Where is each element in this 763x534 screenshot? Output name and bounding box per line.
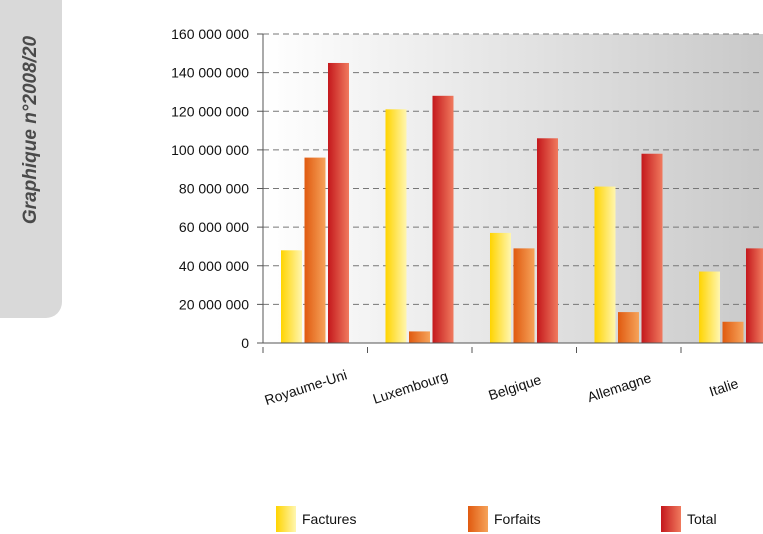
chart-number-tab: Graphique n°2008/20 (0, 0, 62, 318)
y-tick-label: 140 000 000 (171, 65, 249, 81)
legend-swatch-total (661, 506, 681, 532)
legend-item-forfaits: Forfaits (468, 504, 541, 534)
bar-forfaits-1 (409, 331, 430, 343)
legend-label-total: Total (687, 511, 717, 527)
bar-total-1 (432, 95, 454, 343)
bar-forfaits-3 (618, 312, 639, 343)
y-tick-label: 40 000 000 (179, 258, 249, 274)
x-tick-label: Italie (707, 375, 740, 399)
y-tick-label: 60 000 000 (179, 219, 249, 235)
bar-factures-0 (281, 250, 302, 343)
y-tick-label: 120 000 000 (171, 103, 249, 119)
x-tick-label: Royaume-Uni (263, 366, 349, 408)
bar-total-4 (746, 248, 763, 343)
bar-forfaits-2 (513, 248, 535, 343)
legend-swatch-forfaits (468, 506, 488, 532)
y-tick-label: 0 (241, 335, 249, 351)
bar-factures-1 (385, 109, 407, 343)
x-tick-label: Luxembourg (371, 368, 450, 407)
y-tick-label: 160 000 000 (171, 26, 249, 42)
bar-total-3 (641, 153, 663, 343)
legend-item-factures: Factures (276, 504, 356, 534)
x-tick-label: Belgique (486, 371, 543, 403)
legend-label-factures: Factures (302, 511, 357, 527)
legend-item-total: Total (661, 504, 717, 534)
bar-forfaits-0 (304, 157, 326, 343)
x-tick-label: Allemagne (585, 369, 653, 405)
legend-swatch-factures (276, 506, 296, 532)
y-tick-label: 100 000 000 (171, 142, 249, 158)
bar-factures-4 (699, 271, 720, 343)
legend-label-forfaits: Forfaits (494, 511, 541, 527)
bar-factures-3 (594, 186, 616, 343)
y-tick-label: 20 000 000 (179, 296, 249, 312)
bar-factures-2 (490, 232, 511, 343)
bar-total-2 (537, 138, 558, 343)
bar-forfaits-4 (722, 321, 744, 343)
bar-total-0 (328, 62, 349, 343)
y-tick-label: 80 000 000 (179, 181, 249, 197)
